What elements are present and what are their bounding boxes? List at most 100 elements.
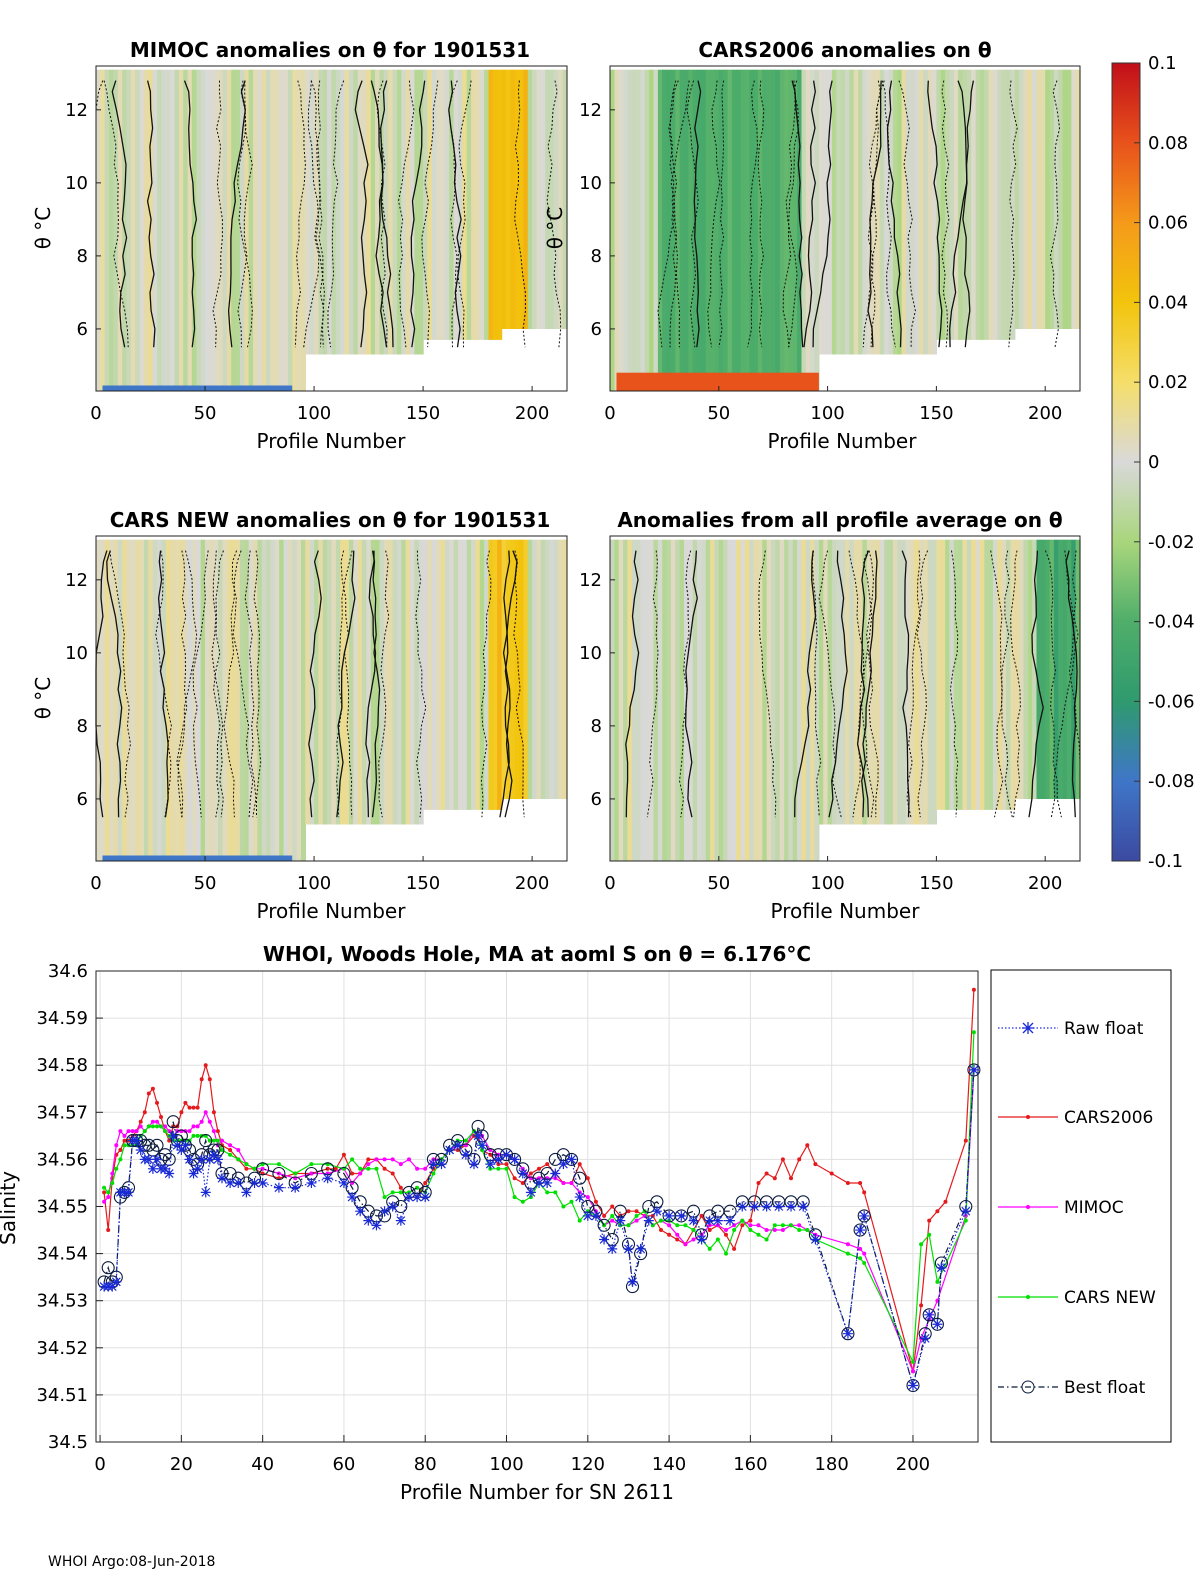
heatmap-cell (414, 539, 420, 825)
contour-line (370, 80, 394, 348)
heatmap-cell (558, 69, 564, 329)
heatmap-cell (653, 539, 659, 861)
contour-line (365, 550, 377, 818)
data-point (188, 1168, 199, 1179)
heatmap-cell (431, 539, 437, 810)
heatmap-cell (636, 539, 642, 861)
data-point (813, 1162, 818, 1167)
data-point (845, 1181, 850, 1185)
heatmap-cell (1075, 69, 1081, 329)
contour-line (625, 550, 640, 818)
cars-new-panel-title: CARS NEW anomalies on θ for 1901531 (110, 508, 551, 532)
heatmap-cell (805, 69, 811, 391)
heatmap-cell (662, 539, 668, 861)
data-point (199, 1119, 204, 1124)
heatmap-cell (261, 539, 267, 861)
heatmap-cell (766, 69, 772, 391)
data-point (842, 1328, 853, 1339)
heatmap-cell (679, 69, 685, 391)
heatmap-cell (292, 539, 298, 861)
data-point (748, 1223, 753, 1228)
legend-label: MIMOC (1064, 1198, 1124, 1218)
data-point (797, 1157, 802, 1162)
contour-line (371, 550, 381, 818)
heatmap-cell (366, 69, 372, 355)
heatmap-cell (919, 69, 924, 355)
data-point (853, 1223, 867, 1237)
heatmap-cell (388, 69, 394, 355)
data-point (740, 1218, 745, 1223)
data-point (428, 1159, 439, 1170)
data-point (199, 1134, 213, 1148)
heatmap-cell (788, 69, 794, 391)
y-tick-label: 34.6 (48, 961, 88, 982)
heatmap-cell (984, 69, 990, 340)
data-point (696, 1234, 707, 1245)
data-point (212, 1154, 223, 1165)
data-point (236, 1148, 241, 1152)
data-point (374, 1166, 379, 1171)
heatmap-cell (888, 539, 894, 825)
heatmap-cell (718, 539, 724, 861)
data-point (420, 1192, 431, 1203)
data-point (423, 1166, 428, 1171)
y-tick-label: 34.53 (36, 1291, 88, 1312)
data-point (142, 1110, 147, 1115)
data-point (215, 1129, 220, 1134)
contour-line (157, 550, 169, 818)
legend-marker (1026, 1115, 1030, 1119)
heatmap-cell (945, 539, 951, 810)
y-tick-label: 12 (579, 570, 602, 591)
data-point (415, 1166, 420, 1171)
x-tick-label: 100 (810, 403, 844, 424)
heatmap-cell (178, 69, 184, 391)
data-point (643, 1215, 654, 1226)
heatmap-cell (1010, 539, 1016, 810)
heatmap-cell (540, 69, 546, 329)
heatmap-cell (231, 539, 237, 861)
heatmap-cell (744, 69, 750, 391)
heatmap-cell (1045, 539, 1051, 799)
series-line-best-float (103, 1069, 975, 1388)
heatmap-cell (235, 539, 241, 861)
contour-line (811, 550, 822, 818)
y-tick-label: 8 (591, 716, 602, 737)
heatmap-cell (845, 539, 850, 825)
heatmap-cell (362, 539, 367, 825)
contour-line (791, 80, 804, 348)
data-point (756, 1232, 761, 1237)
heatmap-cell (814, 539, 820, 861)
heatmap-cell (126, 69, 132, 391)
contour-line (111, 80, 128, 348)
heatmap-cell (549, 69, 555, 329)
data-point (338, 1177, 349, 1188)
heatmap-cell (1014, 539, 1020, 799)
data-point (110, 1181, 115, 1185)
data-point (204, 1154, 215, 1165)
data-point (553, 1190, 558, 1195)
contour-line (1028, 550, 1044, 818)
heatmap-cell (731, 539, 737, 861)
heatmap-cell (405, 69, 411, 355)
heatmap-cell (744, 539, 750, 861)
heatmap-cell (109, 69, 115, 391)
legend-marker (1021, 1380, 1035, 1394)
x-tick-label: 150 (919, 873, 953, 894)
heatmap-cell (322, 69, 328, 355)
contour-line (336, 550, 356, 818)
heatmap-cell (1010, 69, 1016, 340)
data-point (841, 1327, 855, 1341)
contour-line (718, 80, 725, 348)
colorbar-tick-label: 0.04 (1148, 292, 1188, 313)
heatmap-cell (532, 539, 538, 799)
heatmap-cell (218, 539, 224, 861)
data-point (699, 1213, 704, 1218)
heatmap-cell (488, 539, 494, 810)
data-point (191, 1124, 196, 1129)
data-point (106, 1190, 111, 1195)
data-point (537, 1166, 541, 1171)
data-point (683, 1242, 688, 1247)
data-point (444, 1144, 455, 1155)
data-point (233, 1177, 244, 1188)
heatmap-cell (936, 539, 942, 810)
